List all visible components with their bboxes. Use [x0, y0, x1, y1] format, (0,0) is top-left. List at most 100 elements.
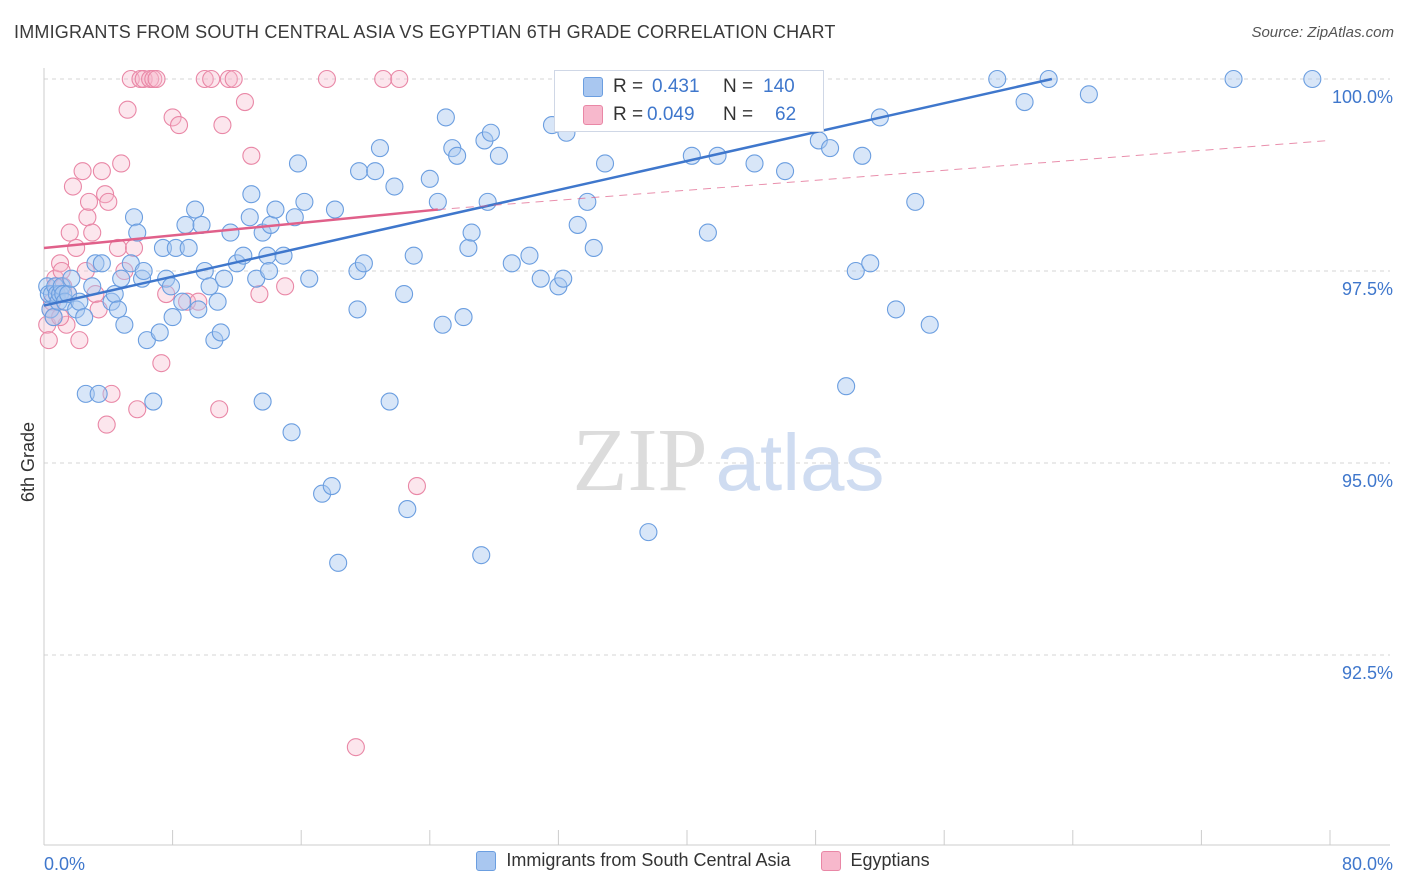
blue-point [502, 254, 521, 273]
pink-point [97, 415, 116, 434]
pink-point [317, 69, 336, 89]
blue-point [54, 284, 73, 304]
pink-point [202, 69, 221, 89]
trend-lines [43, 77, 1331, 307]
blue-point [288, 154, 308, 173]
blue-point [161, 277, 181, 296]
blue-point [698, 223, 717, 242]
blue-point [531, 269, 550, 288]
pink-point [128, 400, 147, 419]
blue-point [348, 300, 367, 319]
blue-point [821, 139, 840, 158]
stats-r-label: R = [613, 104, 644, 125]
blue-point [128, 223, 147, 242]
blue-point [285, 208, 304, 227]
stats-n-value: 62 [775, 104, 797, 125]
pink-point [213, 116, 232, 135]
watermark-atlas: atlas [716, 418, 885, 507]
blue-point [459, 238, 478, 258]
blue-point [124, 208, 144, 227]
pink-point [147, 69, 166, 89]
grid [44, 78, 1390, 656]
axes: 6th Grade [18, 68, 1390, 846]
blue-point [112, 269, 131, 288]
pink-point [407, 476, 426, 496]
legend-label-pink: Egyptians [850, 850, 930, 870]
blue-point [475, 131, 494, 150]
blue-point [313, 484, 332, 503]
blue-point [253, 392, 272, 411]
blue-point [150, 323, 169, 342]
pink-point [189, 292, 208, 311]
blue-point [861, 254, 880, 273]
blue-point [295, 192, 314, 211]
pink-point [39, 331, 58, 350]
pink-point [250, 284, 269, 304]
blue-point [189, 300, 208, 319]
blue-point [481, 123, 500, 142]
blue-point [89, 384, 108, 403]
blue-point [300, 269, 319, 288]
pink-point [70, 331, 89, 350]
pink-point [210, 400, 229, 419]
legend-label-blue: Immigrants from South Central Asia [506, 850, 791, 870]
blue-point [115, 315, 134, 334]
blue-point [200, 277, 219, 296]
blue-point [1224, 69, 1243, 89]
tick-labels: 100.0% 97.5% 95.0% 92.5% 0.0% 80.0% [44, 87, 1393, 874]
legend-item-blue[interactable]: Immigrants from South Central Asia [476, 850, 791, 871]
blue-point [173, 292, 192, 311]
stats-box: R = 0.431 N = 140 R = 0.049 N = 62 [554, 70, 824, 132]
trend-line-pink-extension [437, 139, 1331, 211]
pink-point [134, 69, 153, 89]
blue-point [639, 523, 658, 542]
pink-point [99, 192, 118, 211]
blue-point [166, 238, 185, 258]
blue-point [348, 261, 367, 281]
blue-point [259, 261, 279, 281]
stats-swatch-blue [583, 77, 603, 97]
stats-r-value: 0.049 [647, 104, 695, 125]
legend-item-pink[interactable]: Egyptians [820, 850, 930, 871]
blue-point [240, 208, 259, 227]
x-tick-label: 80.0% [1342, 854, 1393, 874]
blue-point [350, 162, 369, 181]
pink-point [224, 69, 243, 89]
pink-point [60, 223, 79, 242]
chart-title: IMMIGRANTS FROM SOUTH CENTRAL ASIA VS EG… [14, 22, 836, 42]
stats-r-label: R = [613, 76, 644, 97]
pink-point [108, 238, 127, 258]
pink-point [242, 146, 261, 165]
legend-swatch-pink [820, 850, 841, 871]
pink-point [51, 254, 70, 273]
blue-point [462, 223, 481, 242]
pink-point [52, 261, 71, 281]
blue-point [428, 192, 447, 211]
pink-point [92, 162, 111, 181]
pink-point [374, 69, 393, 89]
pink-point [76, 261, 95, 281]
blue-point [745, 154, 764, 173]
blue-point [433, 315, 452, 334]
blue-point [44, 308, 63, 327]
pink-point [169, 116, 189, 135]
blue-point [853, 146, 872, 165]
y-tick-label: 97.5% [1342, 279, 1393, 299]
blue-point [62, 269, 81, 288]
blue-point [578, 192, 597, 211]
y-axis-label: 6th Grade [18, 422, 38, 502]
blue-point [242, 185, 261, 204]
x-tick-label: 0.0% [44, 854, 85, 874]
pink-point [67, 238, 86, 258]
blue-point [489, 146, 508, 165]
blue-point [208, 292, 227, 311]
blue-point [186, 200, 205, 219]
blue-point [75, 308, 94, 327]
stats-n-value: 140 [763, 76, 795, 97]
blue-point [370, 139, 390, 158]
blue-point [52, 277, 71, 296]
blue-point [568, 215, 587, 234]
blue-point [584, 238, 603, 258]
blue-point [448, 146, 467, 165]
blue-point [420, 169, 439, 188]
